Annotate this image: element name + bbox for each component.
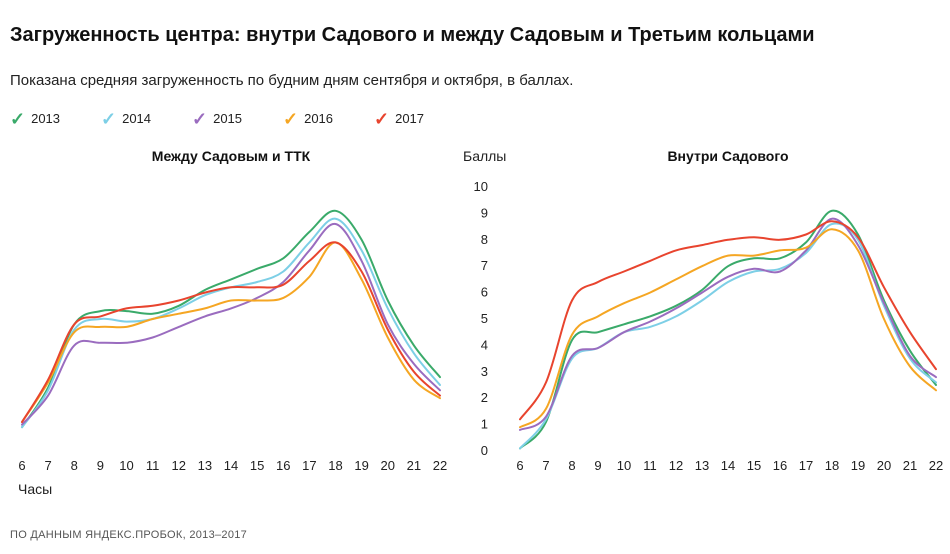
x-tick-label: 13 (198, 458, 212, 473)
checkmark-icon: ✓ (10, 108, 26, 129)
x-tick-label: 19 (354, 458, 368, 473)
x-tick-label: 18 (825, 458, 839, 473)
x-tick-label: 14 (721, 458, 735, 473)
chart-title: Внутри Садового (667, 148, 788, 164)
chart-title: Между Садовым и ТТК (152, 148, 311, 164)
legend-item-2015[interactable]: ✓ 2015 (192, 108, 283, 129)
x-tick-label: 18 (328, 458, 342, 473)
x-tick-label: 21 (407, 458, 421, 473)
legend-label: 2016 (304, 111, 334, 126)
y-tick-label: 3 (481, 364, 488, 379)
legend-label: 2013 (31, 111, 61, 126)
checkmark-icon: ✓ (374, 108, 390, 129)
checkmark-icon: ✓ (283, 108, 299, 129)
page-subtitle: Показана средняя загруженность по будним… (10, 72, 574, 89)
legend-label: 2014 (122, 111, 152, 126)
x-tick-label: 22 (433, 458, 447, 473)
y-tick-label: 5 (481, 311, 488, 326)
x-tick-label: 10 (119, 458, 133, 473)
series-line-2015 (21, 222, 441, 426)
y-tick-label: 6 (481, 285, 488, 300)
page-title: Загруженность центра: внутри Садового и … (10, 24, 815, 46)
legend-item-2017[interactable]: ✓ 2017 (374, 108, 465, 129)
x-tick-label: 11 (643, 458, 657, 473)
x-tick-label: 21 (903, 458, 917, 473)
x-tick-label: 14 (224, 458, 238, 473)
legend: ✓ 2013 ✓ 2014 ✓ 2015 ✓ 2016 ✓ 2017 (10, 108, 465, 129)
series-line-2016 (21, 241, 441, 423)
series-line-2015 (519, 217, 937, 431)
x-tick-label: 8 (568, 458, 575, 473)
y-tick-label: 8 (481, 232, 488, 247)
x-axis-label: Часы (18, 481, 52, 497)
x-tick-label: 15 (250, 458, 264, 473)
legend-label: 2015 (213, 111, 243, 126)
x-tick-label: 11 (146, 458, 160, 473)
x-tick-label: 6 (18, 458, 25, 473)
legend-item-2013[interactable]: ✓ 2013 (10, 108, 101, 129)
series-line-2017 (21, 241, 441, 423)
x-tick-label: 17 (799, 458, 813, 473)
y-tick-label: 4 (481, 337, 488, 352)
legend-item-2016[interactable]: ✓ 2016 (283, 108, 374, 129)
y-axis-label: Баллы (463, 148, 506, 164)
x-tick-label: 20 (381, 458, 395, 473)
x-tick-label: 7 (45, 458, 52, 473)
x-tick-label: 9 (594, 458, 601, 473)
x-tick-label: 16 (773, 458, 787, 473)
x-tick-label: 7 (542, 458, 549, 473)
series-line-2013 (21, 209, 441, 429)
y-tick-label: 10 (474, 179, 488, 194)
legend-label: 2017 (395, 111, 425, 126)
source-note: ПО ДАННЫМ ЯНДЕКС.ПРОБОК, 2013–2017 (10, 529, 248, 541)
x-tick-label: 10 (617, 458, 631, 473)
y-tick-label: 9 (481, 205, 488, 220)
checkmark-icon: ✓ (101, 108, 117, 129)
series-line-2014 (21, 217, 441, 429)
x-tick-label: 19 (851, 458, 865, 473)
x-tick-label: 12 (669, 458, 683, 473)
y-tick-label: 2 (481, 390, 488, 405)
legend-item-2014[interactable]: ✓ 2014 (101, 108, 192, 129)
series-line-2017 (519, 220, 937, 421)
series-line-2016 (519, 228, 937, 429)
x-tick-label: 20 (877, 458, 891, 473)
checkmark-icon: ✓ (192, 108, 208, 129)
x-tick-label: 17 (302, 458, 316, 473)
x-tick-label: 8 (71, 458, 78, 473)
y-tick-label: 0 (481, 443, 488, 458)
x-tick-label: 13 (695, 458, 709, 473)
x-tick-label: 22 (929, 458, 943, 473)
x-tick-label: 16 (276, 458, 290, 473)
y-tick-label: 7 (481, 258, 488, 273)
x-tick-label: 12 (172, 458, 186, 473)
series-line-2014 (519, 222, 937, 450)
x-tick-label: 15 (747, 458, 761, 473)
y-tick-label: 1 (481, 417, 488, 432)
x-tick-label: 6 (516, 458, 523, 473)
series-line-2013 (519, 209, 937, 450)
x-tick-label: 9 (97, 458, 104, 473)
